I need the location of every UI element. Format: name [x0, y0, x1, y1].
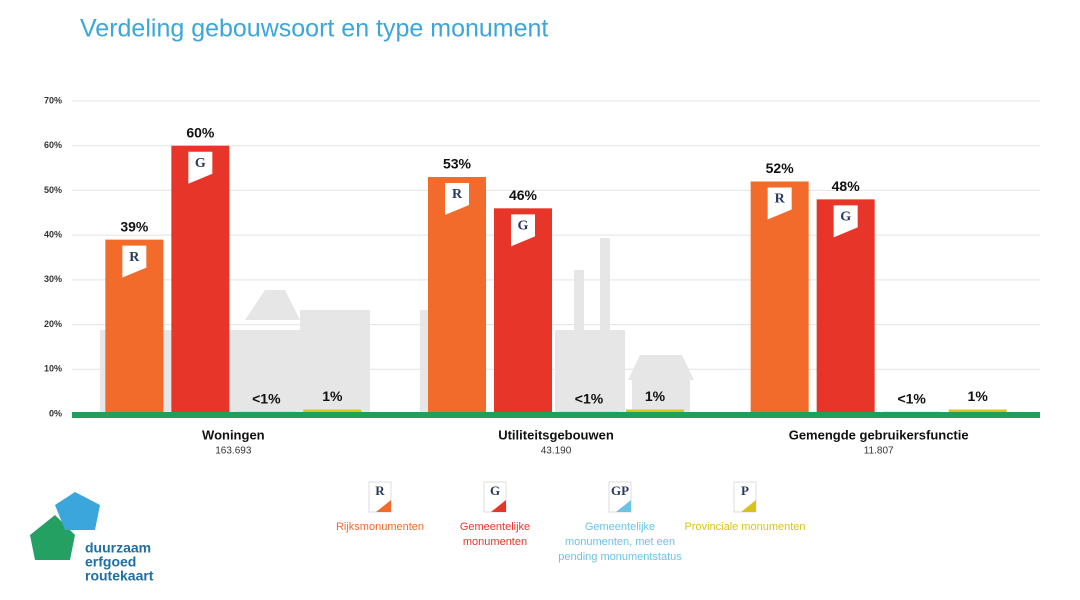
bar-badge	[122, 245, 147, 278]
bar-badge-letter: R	[452, 187, 463, 202]
value-label: 39%	[120, 218, 149, 234]
bar	[626, 409, 684, 414]
bar-badge	[511, 214, 535, 247]
bar-badge	[445, 183, 469, 216]
y-tick-label: 0%	[49, 408, 62, 418]
x-tick-label: Utiliteitsgebouwen	[498, 427, 614, 442]
bar-badge-letter: R	[775, 192, 786, 207]
legend-swatch	[616, 500, 631, 512]
value-label: 1%	[968, 388, 989, 404]
logo-text: erfgoed	[85, 554, 136, 570]
value-label: 53%	[443, 156, 472, 172]
baseline	[72, 412, 1040, 418]
legend-swatch	[491, 500, 506, 512]
value-label: 1%	[645, 388, 666, 404]
bar-badge-letter: G	[518, 219, 529, 234]
logo-text: duurzaam	[85, 540, 151, 556]
logo-text: routekaart	[85, 568, 154, 584]
y-tick-label: 70%	[44, 95, 62, 105]
value-label: 1%	[322, 388, 343, 404]
bar-badge	[188, 151, 213, 184]
bar	[171, 145, 230, 414]
value-label: 48%	[832, 178, 861, 194]
bar-badge-letter: G	[840, 210, 851, 225]
value-label: <1%	[575, 390, 604, 406]
legend-label: Gemeentelijke monumenten	[459, 521, 531, 548]
legend-swatch	[741, 500, 756, 512]
bar	[303, 409, 362, 414]
y-tick-label: 40%	[44, 230, 62, 240]
bar-badge-letter: R	[129, 250, 140, 265]
bar	[816, 199, 875, 414]
chart-title: Verdeling gebouwsoort en type monument	[80, 15, 548, 43]
legend-badge: P	[741, 483, 749, 498]
bar-badge-letter: G	[195, 156, 206, 171]
x-tick-label: Woningen	[202, 427, 265, 442]
legend-label: Provinciale monumenten	[684, 521, 806, 533]
category-count: 11.807	[864, 446, 894, 457]
y-tick-label: 60%	[44, 140, 62, 150]
bar-badge	[767, 187, 792, 220]
x-tick-label: Gemengde gebruikersfunctie	[789, 427, 969, 442]
bar-badge	[833, 205, 858, 238]
legend-label: Rijksmonumenten	[335, 521, 425, 533]
value-label: 46%	[509, 187, 538, 203]
legend-label: Gemeentelijke monumenten, met een pendin…	[558, 521, 682, 563]
value-label: 52%	[766, 160, 795, 176]
bar	[948, 409, 1007, 414]
value-label: 60%	[186, 124, 215, 140]
y-tick-label: 50%	[44, 185, 62, 195]
logo: duurzaam erfgoed routekaart	[30, 492, 154, 584]
y-tick-label: 20%	[44, 319, 62, 329]
y-tick-label: 10%	[44, 364, 62, 374]
value-label: <1%	[897, 390, 926, 406]
bar	[494, 208, 552, 414]
y-tick-label: 30%	[44, 274, 62, 284]
category-count: 43.190	[541, 446, 572, 457]
legend-badge: G	[490, 483, 500, 498]
bar	[428, 177, 486, 414]
legend-badge: R	[375, 483, 385, 498]
legend-swatch	[376, 500, 391, 512]
legend-badge: GP	[611, 483, 629, 498]
bar	[750, 181, 809, 414]
category-count: 163.693	[215, 446, 252, 457]
value-label: <1%	[252, 390, 281, 406]
